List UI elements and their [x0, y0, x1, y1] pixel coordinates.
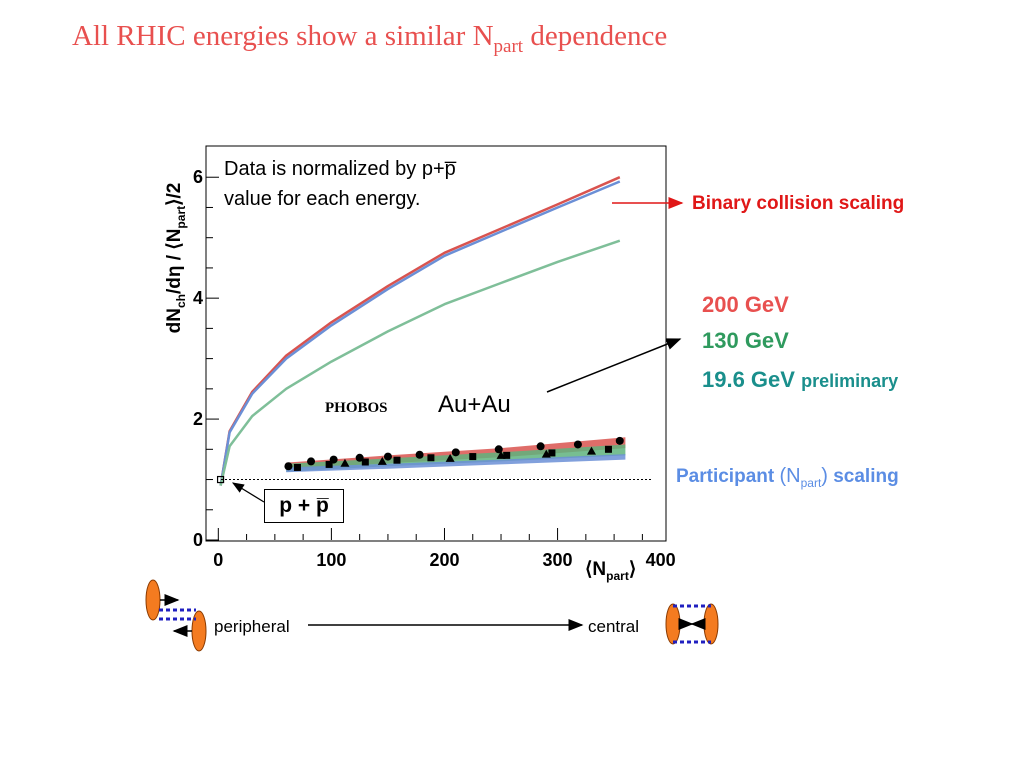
- data-point-circle: [615, 436, 624, 445]
- note-line-1: Data is normalized by p+p̅: [224, 158, 456, 180]
- data-point-circle: [383, 452, 392, 461]
- data-point-square: [503, 451, 511, 459]
- data-point-circle: [451, 448, 460, 457]
- binary-scaling-label: Binary collision scaling: [692, 193, 905, 214]
- svg-text:⟨Npart⟩: ⟨Npart⟩: [585, 559, 636, 583]
- data-point-triangle: [377, 456, 387, 465]
- y-tick-label: 4: [193, 288, 203, 308]
- energy-arrow: [546, 338, 682, 393]
- svg-text:dNch/dη / ⟨Npart⟩/2: dNch/dη / ⟨Npart⟩/2: [164, 183, 188, 334]
- phobos-label: PHOBOS: [325, 400, 388, 416]
- peripheral-collision-icon: [145, 579, 207, 652]
- y-tick-label: 6: [193, 167, 203, 187]
- data-point-square: [293, 463, 301, 471]
- slide-title: All RHIC energies show a similar Npart d…: [72, 20, 668, 57]
- peripheral-label: peripheral: [214, 617, 290, 636]
- energy-200-label: 200 GeV: [702, 292, 789, 317]
- x-axis-label: ⟨Npart⟩: [585, 559, 636, 583]
- data-point-circle: [355, 453, 364, 462]
- data-point-triangle: [496, 450, 506, 459]
- data-point-square: [393, 456, 401, 464]
- x-tick-label: 300: [543, 550, 573, 570]
- pp-data-point: [216, 475, 225, 484]
- preliminary-label: preliminary: [801, 371, 899, 391]
- data-point-square: [469, 453, 477, 461]
- curve-196gev: [219, 239, 621, 486]
- data-point-square: [427, 454, 435, 462]
- x-tick-label: 400: [646, 550, 676, 570]
- curve-200gev: [219, 176, 621, 486]
- note-line-2: value for each energy.: [224, 188, 421, 210]
- curve-130gev: [219, 180, 621, 486]
- y-tick-label: 2: [193, 409, 203, 429]
- data-point-circle: [536, 442, 545, 451]
- pp-arrow: [231, 482, 265, 503]
- data-point-circle: [284, 462, 293, 471]
- data-point-triangle: [586, 446, 596, 455]
- data-point-circle: [494, 445, 503, 454]
- data-point-circle: [307, 457, 316, 466]
- data-point-circle: [415, 450, 424, 459]
- band-196gev: [286, 454, 626, 473]
- y-axis-label: dNch/dη / ⟨Npart⟩/2: [164, 183, 188, 334]
- data-point-circle: [573, 440, 582, 449]
- x-tick-label: 0: [213, 550, 223, 570]
- system-label: Au+Au: [438, 391, 511, 418]
- data-point-triangle: [541, 449, 551, 458]
- pp-box: p + p̅: [264, 489, 344, 523]
- x-tick-label: 100: [316, 550, 346, 570]
- data-point-square: [548, 449, 556, 457]
- data-point-triangle: [445, 453, 455, 462]
- x-tick-label: 200: [429, 550, 459, 570]
- central-label: central: [588, 617, 640, 636]
- data-point-square: [604, 445, 612, 453]
- normalization-note: Data is normalized by p+p̅ value for eac…: [224, 154, 456, 214]
- y-tick-label: 0: [193, 530, 203, 550]
- data-point-triangle: [340, 458, 350, 467]
- energy-196-label: 19.6 GeV preliminary: [702, 367, 899, 392]
- central-collision-icon: [665, 603, 719, 645]
- data-point-square: [325, 460, 333, 468]
- energy-130-label: 130 GeV: [702, 328, 789, 353]
- participant-scaling-label: Participant (Npart) scaling: [676, 465, 899, 490]
- data-point-square: [361, 458, 369, 466]
